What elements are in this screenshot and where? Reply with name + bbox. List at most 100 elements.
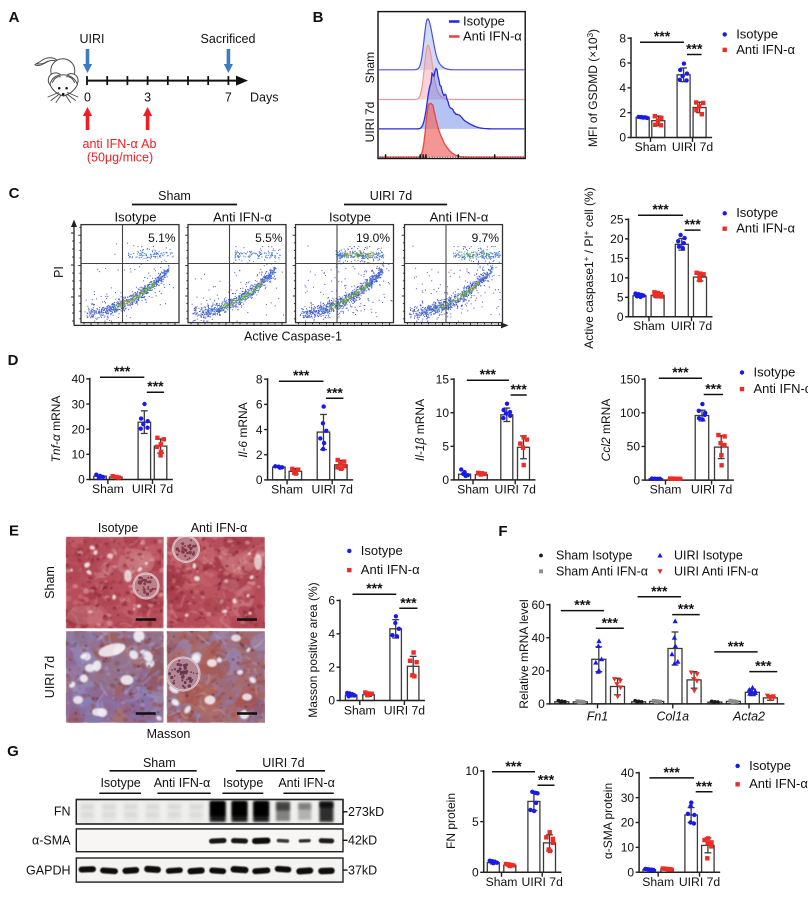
svg-text:A: A [9, 9, 20, 26]
svg-text:***: *** [696, 778, 713, 794]
svg-text:***: *** [654, 28, 671, 44]
svg-text:G: G [7, 743, 19, 760]
svg-text:Isotype: Isotype [223, 776, 263, 790]
svg-text:anti IFN-α Ab: anti IFN-α Ab [83, 137, 157, 151]
svg-text:***: *** [678, 601, 695, 617]
svg-text:Masson: Masson [147, 727, 191, 741]
svg-text:***: *** [755, 658, 772, 674]
svg-text:0: 0 [633, 473, 640, 487]
svg-text:Anti IFN-α: Anti IFN-α [736, 221, 795, 236]
svg-text:UIRI 7d: UIRI 7d [672, 140, 713, 154]
svg-text:Anti IFN-α: Anti IFN-α [736, 42, 795, 57]
svg-text:Anti IFN-α: Anti IFN-α [213, 209, 272, 224]
svg-text:D: D [8, 352, 19, 369]
svg-text:Sham: Sham [457, 482, 489, 496]
svg-text:50: 50 [627, 440, 641, 454]
svg-text:2: 2 [619, 106, 626, 120]
svg-text:40: 40 [71, 372, 85, 386]
svg-text:***: *** [293, 367, 310, 383]
svg-text:α-SMA: α-SMA [32, 834, 71, 848]
svg-text:273kD: 273kD [348, 805, 384, 819]
svg-text:Anti IFN-α: Anti IFN-α [749, 776, 808, 791]
svg-text:Anti IFN-α: Anti IFN-α [430, 209, 489, 224]
svg-text:Sham: Sham [363, 52, 377, 83]
svg-text:20: 20 [621, 816, 635, 830]
svg-text:***: *** [510, 381, 527, 397]
svg-text:Il-1β mRNA: Il-1β mRNA [413, 399, 427, 461]
svg-text:Sham: Sham [344, 704, 376, 718]
svg-text:Anti IFN-α: Anti IFN-α [463, 29, 522, 44]
svg-text:15: 15 [436, 372, 450, 386]
svg-text:Fn1: Fn1 [587, 710, 609, 724]
svg-text:***: *** [480, 366, 497, 382]
svg-text:MFI of GSDMD (×103): MFI of GSDMD (×103) [586, 29, 600, 147]
svg-text:10: 10 [436, 406, 450, 420]
svg-text:30: 30 [71, 397, 85, 411]
svg-text:UIRI 7d: UIRI 7d [384, 704, 425, 718]
svg-text:***: *** [574, 597, 591, 613]
svg-text:***: *** [327, 384, 344, 400]
svg-text:Sham: Sham [92, 482, 124, 496]
svg-text:***: *** [652, 201, 669, 217]
svg-text:C: C [9, 185, 20, 202]
svg-text:6: 6 [619, 56, 626, 70]
svg-text:***: *** [366, 580, 383, 596]
svg-text:***: *** [684, 216, 701, 232]
svg-text:Relative mRNA level: Relative mRNA level [517, 599, 531, 708]
svg-text:Days: Days [250, 91, 278, 105]
svg-text:40: 40 [621, 766, 635, 780]
svg-text:Sham: Sham [158, 189, 191, 203]
svg-text:0: 0 [627, 865, 634, 879]
svg-text:Sham Isotype: Sham Isotype [556, 549, 632, 563]
svg-text:Active caspase1+ / PI+ cell (%: Active caspase1+ / PI+ cell (%) [582, 187, 596, 348]
svg-text:Ccl2 mRNA: Ccl2 mRNA [599, 399, 613, 462]
svg-text:***: *** [400, 594, 417, 610]
svg-text:2: 2 [328, 660, 335, 674]
svg-text:10: 10 [465, 764, 479, 778]
svg-text:UIRI 7d: UIRI 7d [679, 875, 720, 889]
svg-text:5.1%: 5.1% [148, 231, 176, 245]
svg-text:Isotype: Isotype [463, 14, 505, 29]
svg-text:60: 60 [531, 598, 545, 612]
svg-text:Sham: Sham [633, 319, 665, 333]
svg-text:20: 20 [531, 664, 545, 678]
svg-text:Sham: Sham [635, 140, 667, 154]
svg-text:Sham: Sham [486, 875, 518, 889]
svg-text:B: B [313, 9, 324, 26]
svg-text:UIRI: UIRI [80, 32, 105, 46]
svg-text:UIRI Isotype: UIRI Isotype [674, 549, 743, 563]
svg-text:Il-6 mRNA: Il-6 mRNA [236, 402, 250, 457]
svg-text:4: 4 [619, 81, 626, 95]
svg-text:UIRI 7d: UIRI 7d [691, 482, 732, 496]
svg-text:6: 6 [256, 398, 263, 412]
svg-text:150: 150 [620, 372, 640, 386]
svg-text:Sham: Sham [143, 756, 176, 770]
svg-text:5: 5 [472, 815, 479, 829]
svg-text:Sacrificed: Sacrificed [201, 32, 256, 46]
svg-text:0: 0 [328, 694, 335, 708]
svg-text:UIRI 7d: UIRI 7d [262, 756, 304, 770]
svg-text:25: 25 [610, 213, 624, 227]
svg-text:Sham: Sham [43, 566, 57, 599]
svg-text:UIRI Anti IFN-α: UIRI Anti IFN-α [674, 564, 758, 578]
svg-text:Isotype: Isotype [98, 521, 138, 535]
svg-text:0: 0 [84, 91, 91, 105]
svg-text:4: 4 [256, 423, 263, 437]
svg-text:5: 5 [442, 440, 449, 454]
svg-text:***: *** [651, 583, 668, 599]
svg-text:UIRI 7d: UIRI 7d [43, 656, 57, 698]
svg-text:7: 7 [225, 91, 232, 105]
svg-text:0: 0 [538, 697, 545, 711]
svg-text:0: 0 [256, 473, 263, 487]
svg-text:UIRI 7d: UIRI 7d [363, 102, 377, 143]
svg-text:***: *** [114, 363, 131, 379]
svg-text:Tnf-α mRNA: Tnf-α mRNA [49, 396, 63, 463]
svg-text:UIRI 7d: UIRI 7d [132, 482, 173, 496]
svg-text:8: 8 [619, 31, 626, 45]
svg-text:***: *** [672, 364, 689, 380]
svg-text:Active Caspase-1: Active Caspase-1 [244, 330, 342, 344]
svg-text:***: *** [538, 771, 555, 787]
svg-text:10: 10 [610, 271, 624, 285]
svg-text:FN protein: FN protein [444, 793, 458, 849]
svg-text:Isotype: Isotype [754, 364, 796, 379]
